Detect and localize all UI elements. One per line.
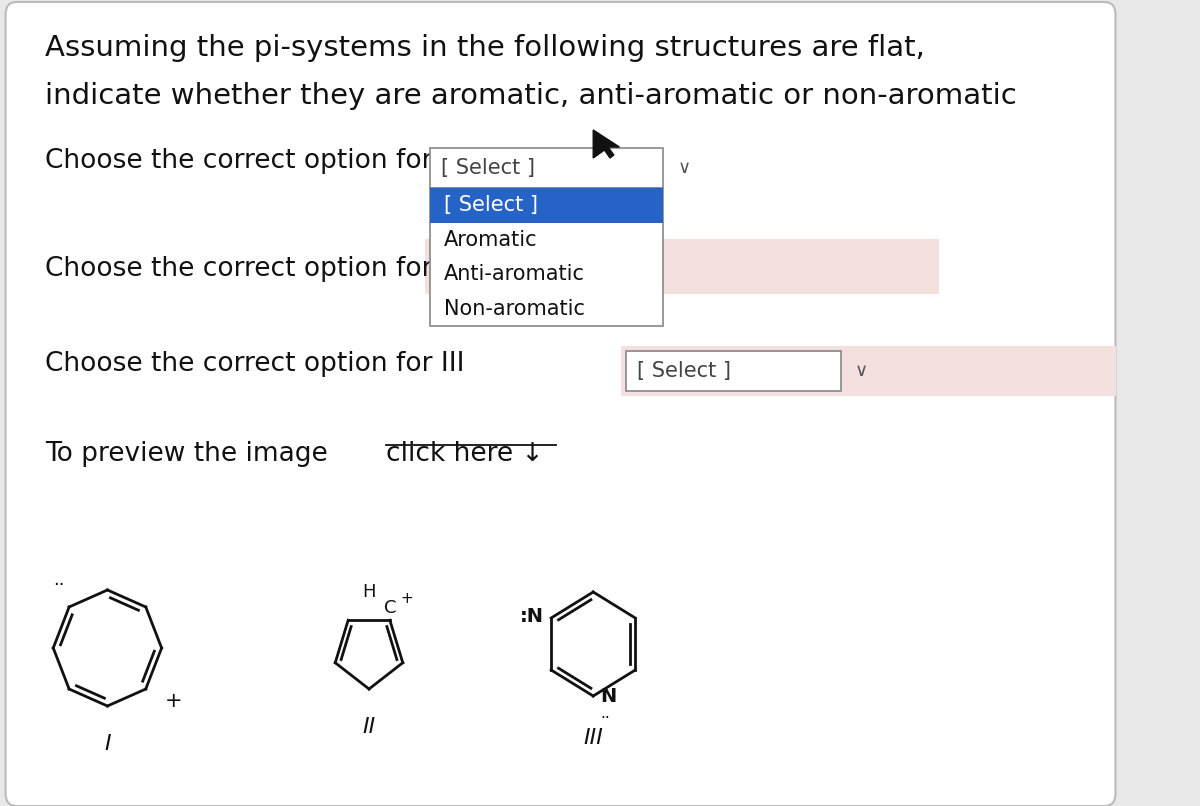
FancyBboxPatch shape bbox=[430, 148, 664, 188]
Polygon shape bbox=[593, 130, 619, 158]
Text: [ Select ]: [ Select ] bbox=[637, 361, 731, 381]
Text: [ Select ]: [ Select ] bbox=[440, 158, 535, 178]
FancyBboxPatch shape bbox=[430, 188, 664, 326]
Text: Choose the correct option for I: Choose the correct option for I bbox=[44, 148, 449, 174]
FancyBboxPatch shape bbox=[626, 351, 841, 391]
Text: N: N bbox=[601, 687, 617, 705]
Text: Choose the correct option for III: Choose the correct option for III bbox=[44, 351, 464, 377]
Text: ∨: ∨ bbox=[854, 362, 868, 380]
Text: To preview the image: To preview the image bbox=[44, 441, 336, 467]
Text: ∨: ∨ bbox=[677, 159, 690, 177]
Text: ··: ·· bbox=[601, 711, 611, 725]
Text: III: III bbox=[583, 728, 604, 748]
Text: ··: ·· bbox=[53, 576, 65, 594]
Text: +: + bbox=[164, 691, 182, 711]
Text: C: C bbox=[384, 599, 396, 617]
Text: H: H bbox=[362, 584, 376, 601]
Text: :N: :N bbox=[520, 606, 544, 625]
Text: Non-aromatic: Non-aromatic bbox=[444, 299, 584, 318]
FancyBboxPatch shape bbox=[622, 346, 1116, 396]
Text: Aromatic: Aromatic bbox=[444, 230, 538, 250]
Text: +: + bbox=[401, 591, 413, 606]
Text: I: I bbox=[104, 734, 110, 754]
Text: click here ↓: click here ↓ bbox=[386, 441, 544, 467]
Text: indicate whether they are aromatic, anti-aromatic or non-aromatic: indicate whether they are aromatic, anti… bbox=[44, 82, 1016, 110]
FancyBboxPatch shape bbox=[425, 239, 938, 294]
FancyBboxPatch shape bbox=[430, 188, 664, 222]
Text: [ Select ]: [ Select ] bbox=[444, 195, 538, 215]
Text: Anti-aromatic: Anti-aromatic bbox=[444, 264, 584, 285]
Text: II: II bbox=[362, 717, 376, 737]
Text: Choose the correct option for II: Choose the correct option for II bbox=[44, 256, 456, 282]
Text: Assuming the pi-systems in the following structures are flat,: Assuming the pi-systems in the following… bbox=[44, 34, 925, 62]
FancyBboxPatch shape bbox=[6, 2, 1116, 806]
